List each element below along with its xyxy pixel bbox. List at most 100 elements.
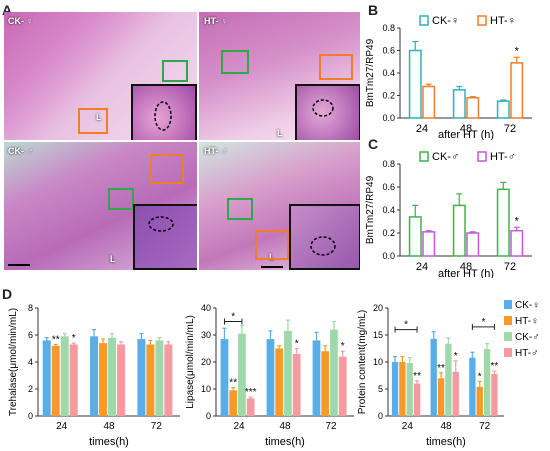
bar [117, 344, 126, 416]
lumen-label: L [269, 252, 275, 262]
bar [445, 343, 452, 416]
micrograph-label: CK- ♂ [8, 146, 34, 156]
legend-swatch [504, 300, 512, 309]
bar [238, 333, 246, 416]
ck-region-box [108, 188, 134, 210]
ck-region-box [221, 50, 249, 74]
bar [483, 349, 491, 416]
scale-bar [261, 266, 283, 268]
bracket-mark: * [481, 317, 485, 328]
y-axis-title: Trehalase(μmol/min/mL) [8, 308, 19, 416]
bar [51, 345, 60, 416]
panel-label-b: B [368, 2, 379, 18]
micrograph-ck-female: CK- ♀ L [4, 12, 197, 140]
y-axis-title: Lipase(μmol/min/mL) [185, 315, 196, 409]
significance-mark: ** [491, 361, 499, 372]
y-tick-label: 0.4 [382, 68, 395, 78]
chart-c: 0.0 0.2 0.4 0.6 0.8 24 48 72 * CK-♂ HT-♂ BmTm27/RP4… [365, 151, 532, 278]
x-tick-label: 24 [233, 421, 245, 432]
x-axis-title: times(h) [89, 436, 129, 448]
ck-region-box [227, 198, 253, 220]
bar [108, 337, 117, 416]
significance-mark: * [515, 45, 520, 57]
significance-mark: * [454, 351, 458, 362]
chart-b: 0.0 0.2 0.4 0.6 0.8 24 48 72 * CK-♀ HT-♀ BmTm27/RP4… [365, 15, 532, 140]
x-tick-label: 24 [402, 421, 414, 432]
bar [60, 336, 69, 416]
significance-mark: ** [229, 378, 237, 389]
x-tick-label: 24 [416, 123, 428, 135]
x-tick-label: 24 [416, 261, 428, 273]
legend-label: HT-♂ [490, 151, 516, 163]
bar [496, 188, 510, 257]
micrograph-label: HT- ♀ [204, 16, 228, 26]
bar [496, 100, 510, 119]
panel-label-c: C [368, 136, 379, 152]
micrograph-ht-male: HT- ♂ L [199, 142, 360, 270]
zoom-inset [133, 204, 197, 270]
bar [422, 85, 436, 119]
x-tick-label: 72 [151, 421, 163, 432]
bar [430, 338, 437, 416]
significance-mark: * [515, 215, 520, 227]
lumen-label: L [110, 254, 116, 264]
bar [99, 343, 108, 416]
significance-mark: *** [245, 387, 257, 398]
bar [338, 356, 347, 416]
y-tick-label: 4 [28, 357, 33, 367]
ht-region-box [78, 108, 108, 134]
y-tick-label: 5 [378, 384, 383, 394]
bar [90, 336, 99, 416]
bar [284, 330, 292, 416]
x-tick-label: 48 [460, 261, 472, 273]
bar [476, 386, 483, 416]
x-tick-label: 48 [279, 421, 291, 432]
bar [42, 340, 51, 416]
legend-swatch [477, 151, 487, 162]
y-tick-label: 40 [201, 303, 211, 313]
bar [275, 348, 284, 416]
legend-swatch [419, 15, 429, 26]
bar [312, 340, 321, 416]
lumen-label: L [277, 128, 283, 138]
y-tick-label: 20 [201, 357, 211, 367]
bar [321, 351, 330, 416]
x-tick-label: 72 [504, 123, 516, 135]
bar [399, 362, 406, 416]
zoom-inset [131, 84, 197, 140]
micrograph-ht-female: HT- ♀ L [199, 12, 360, 140]
significance-mark: * [478, 371, 482, 382]
bar [391, 362, 399, 416]
significance-mark: ** [437, 363, 445, 374]
bar [406, 363, 413, 416]
significance-mark: ** [413, 371, 421, 382]
scale-bar [8, 264, 30, 266]
ht-region-box [150, 154, 184, 184]
y-tick-label: 30 [201, 330, 211, 340]
ht-region-box [255, 230, 289, 260]
y-tick-label: 10 [201, 384, 211, 394]
ck-region-box [162, 60, 188, 82]
bar [137, 339, 146, 416]
x-tick-label: 48 [460, 123, 472, 135]
x-axis-title: times(h) [426, 436, 466, 448]
y-tick-label: 8 [28, 303, 33, 313]
y-tick-label: 10 [373, 357, 383, 367]
lumen-label: L [96, 112, 102, 122]
zoom-inset [289, 204, 360, 270]
y-tick-label: 0.6 [382, 182, 395, 192]
legend-label: CK-♀ [432, 15, 459, 27]
bar [469, 357, 476, 416]
y-axis-title: BmTm27/RP49 [365, 175, 376, 244]
panel-label-a: A [2, 2, 13, 18]
micrograph-label: HT- ♂ [204, 146, 228, 156]
x-tick-label: 24 [56, 421, 68, 432]
bar [292, 353, 301, 416]
legend-label: HT-♂ [515, 348, 539, 359]
y-tick-label: 0.4 [382, 205, 395, 215]
bar [452, 371, 459, 416]
significance-mark: * [295, 339, 299, 350]
